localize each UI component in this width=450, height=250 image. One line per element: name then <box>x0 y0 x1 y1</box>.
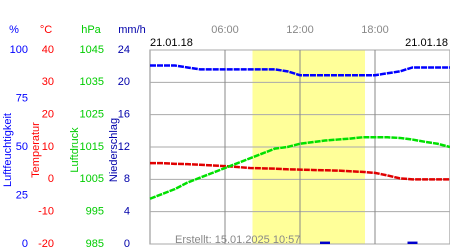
axis-title: Luftdruck <box>69 127 81 173</box>
start-date: 21.01.18 <box>150 37 193 49</box>
y-tick-label: -20 <box>38 238 54 250</box>
axis-title: Temperatur <box>30 122 42 178</box>
y-tick-label: 20 <box>118 76 130 88</box>
plot <box>149 49 450 245</box>
footer: Erstellt: 15.01.2025 10:57 <box>175 234 300 246</box>
series-line <box>149 136 450 200</box>
y-tick-label: 40 <box>42 44 54 56</box>
precipitation-bar <box>320 241 330 244</box>
y-tick-label: -10 <box>38 206 54 218</box>
y-tick-label: 0 <box>48 173 54 185</box>
precipitation-bar <box>407 241 418 244</box>
y-tick-label: 30 <box>42 76 54 88</box>
y-tick-label: 24 <box>118 44 130 56</box>
y-tick-label: 1035 <box>80 76 104 88</box>
axis-unit: mm/h <box>118 24 146 36</box>
y-tick-label: 995 <box>86 206 104 218</box>
y-tick-label: 100 <box>10 44 28 56</box>
y-tick-label: 1015 <box>80 141 104 153</box>
y-tick-label: 25 <box>16 189 28 201</box>
axis-unit: hPa <box>81 24 101 36</box>
series-line <box>150 161 450 181</box>
y-tick-label: 0 <box>22 238 28 250</box>
y-tick-label: 985 <box>86 238 104 250</box>
y-tick-label: 0 <box>124 238 130 250</box>
y-tick-label: 75 <box>16 92 28 104</box>
y-tick-label: 1005 <box>80 173 104 185</box>
x-tick-label: 12:00 <box>286 24 314 36</box>
end-date: 21.01.18 <box>405 37 448 49</box>
axis-unit: % <box>9 24 19 36</box>
x-tick-label: 18:00 <box>361 24 389 36</box>
y-tick-label: 10 <box>42 141 54 153</box>
axis-title: Luftfeuchtigkeit <box>2 113 14 187</box>
y-tick-label: 16 <box>118 109 130 121</box>
y-tick-label: 50 <box>16 141 28 153</box>
y-tick-label: 1025 <box>80 109 104 121</box>
y-tick-label: 20 <box>42 109 54 121</box>
axis-unit: °C <box>40 24 52 36</box>
y-tick-label: 12 <box>118 141 130 153</box>
series-line <box>150 64 450 77</box>
x-tick-label: 06:00 <box>211 24 239 36</box>
axis-title: Niederschlag <box>108 118 120 182</box>
y-tick-label: 4 <box>124 206 130 218</box>
y-tick-label: 8 <box>124 173 130 185</box>
y-tick-label: 1045 <box>80 44 104 56</box>
